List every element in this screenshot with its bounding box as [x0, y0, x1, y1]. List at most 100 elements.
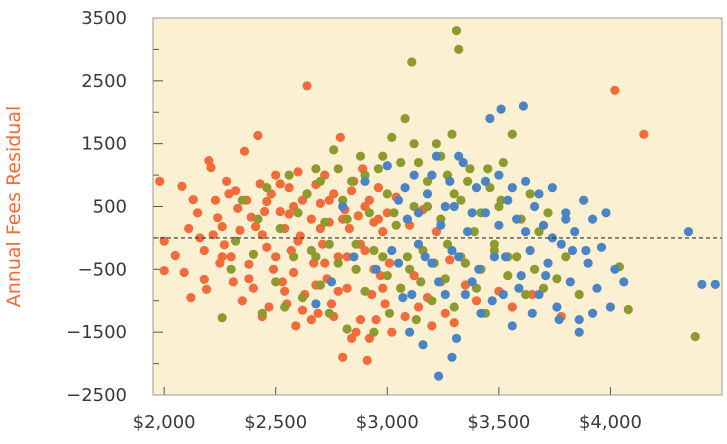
data-point	[619, 277, 629, 287]
plot-area	[153, 18, 722, 395]
data-point	[373, 164, 383, 174]
data-point	[525, 189, 535, 199]
data-point	[342, 324, 352, 334]
data-point	[487, 296, 497, 306]
data-point	[318, 239, 328, 249]
data-point	[427, 258, 437, 268]
data-point	[155, 176, 165, 186]
data-point	[364, 208, 374, 218]
data-point	[547, 183, 558, 193]
data-point	[449, 201, 459, 212]
data-point	[289, 267, 299, 278]
data-point	[260, 206, 270, 217]
data-point	[460, 289, 470, 300]
data-point	[413, 302, 424, 312]
data-point	[306, 315, 316, 325]
data-point	[639, 129, 649, 139]
data-point	[342, 252, 352, 262]
data-point	[570, 227, 580, 237]
data-point	[193, 208, 203, 218]
data-point	[588, 214, 598, 224]
data-point	[480, 208, 491, 218]
x-tick-labels: $2,000 $2,500 $3,000 $3,500 $4,000	[133, 412, 642, 433]
data-point	[574, 289, 584, 300]
data-point	[474, 264, 484, 274]
data-point	[226, 252, 236, 262]
data-point	[416, 277, 426, 287]
data-point	[561, 214, 571, 224]
data-point	[469, 227, 479, 237]
data-point	[382, 208, 392, 218]
data-point	[248, 283, 258, 293]
data-point	[449, 302, 459, 312]
data-point	[186, 293, 196, 303]
data-point	[440, 201, 450, 212]
data-point	[184, 223, 194, 234]
data-point	[208, 230, 218, 240]
data-point	[315, 176, 325, 186]
y-tick-label: 3500	[81, 8, 127, 29]
data-point	[543, 258, 553, 268]
data-point	[159, 236, 169, 246]
data-point	[393, 195, 404, 205]
y-tick-label: −2500	[66, 385, 127, 406]
data-point	[581, 245, 591, 256]
data-point	[315, 198, 325, 208]
data-point	[302, 81, 312, 91]
data-point	[271, 252, 281, 262]
data-point	[360, 286, 370, 296]
data-point	[326, 299, 337, 309]
data-point	[277, 277, 287, 287]
data-point	[251, 222, 261, 232]
data-point	[567, 245, 578, 256]
x-tick-label: $3,500	[467, 412, 530, 433]
data-point	[405, 264, 415, 274]
data-point	[313, 308, 323, 318]
data-point	[237, 195, 247, 205]
data-point	[449, 318, 459, 328]
data-point	[512, 214, 522, 224]
data-point	[413, 157, 424, 168]
data-point	[373, 214, 383, 224]
data-point	[244, 259, 254, 269]
data-point	[565, 277, 575, 287]
data-point	[293, 236, 303, 246]
data-point	[324, 308, 334, 318]
data-point	[371, 264, 381, 274]
data-point	[507, 302, 517, 312]
data-point	[311, 252, 321, 262]
data-point	[384, 308, 395, 318]
data-point	[427, 296, 437, 306]
data-point	[483, 164, 493, 174]
data-point	[170, 250, 180, 261]
data-point	[436, 220, 446, 230]
data-point	[338, 195, 348, 205]
data-point	[440, 289, 450, 300]
data-point	[427, 321, 437, 331]
data-point	[226, 264, 236, 274]
data-point	[471, 296, 482, 306]
data-point	[244, 274, 254, 284]
data-point	[454, 252, 464, 262]
data-point	[324, 239, 334, 249]
data-point	[431, 151, 441, 161]
data-point	[253, 214, 263, 224]
data-point	[476, 308, 486, 318]
data-point	[335, 132, 345, 142]
data-point	[554, 315, 564, 325]
data-point	[387, 245, 397, 256]
data-point	[420, 252, 430, 262]
data-point	[561, 252, 571, 262]
data-point	[389, 208, 399, 218]
data-point	[257, 308, 267, 318]
data-point	[384, 258, 395, 268]
data-point	[306, 214, 316, 224]
data-point	[447, 245, 457, 256]
data-point	[527, 289, 537, 300]
data-point	[280, 286, 290, 296]
data-point	[465, 164, 475, 174]
data-point	[382, 161, 392, 171]
data-point	[347, 186, 357, 196]
data-point	[422, 189, 433, 199]
data-point	[530, 201, 540, 212]
